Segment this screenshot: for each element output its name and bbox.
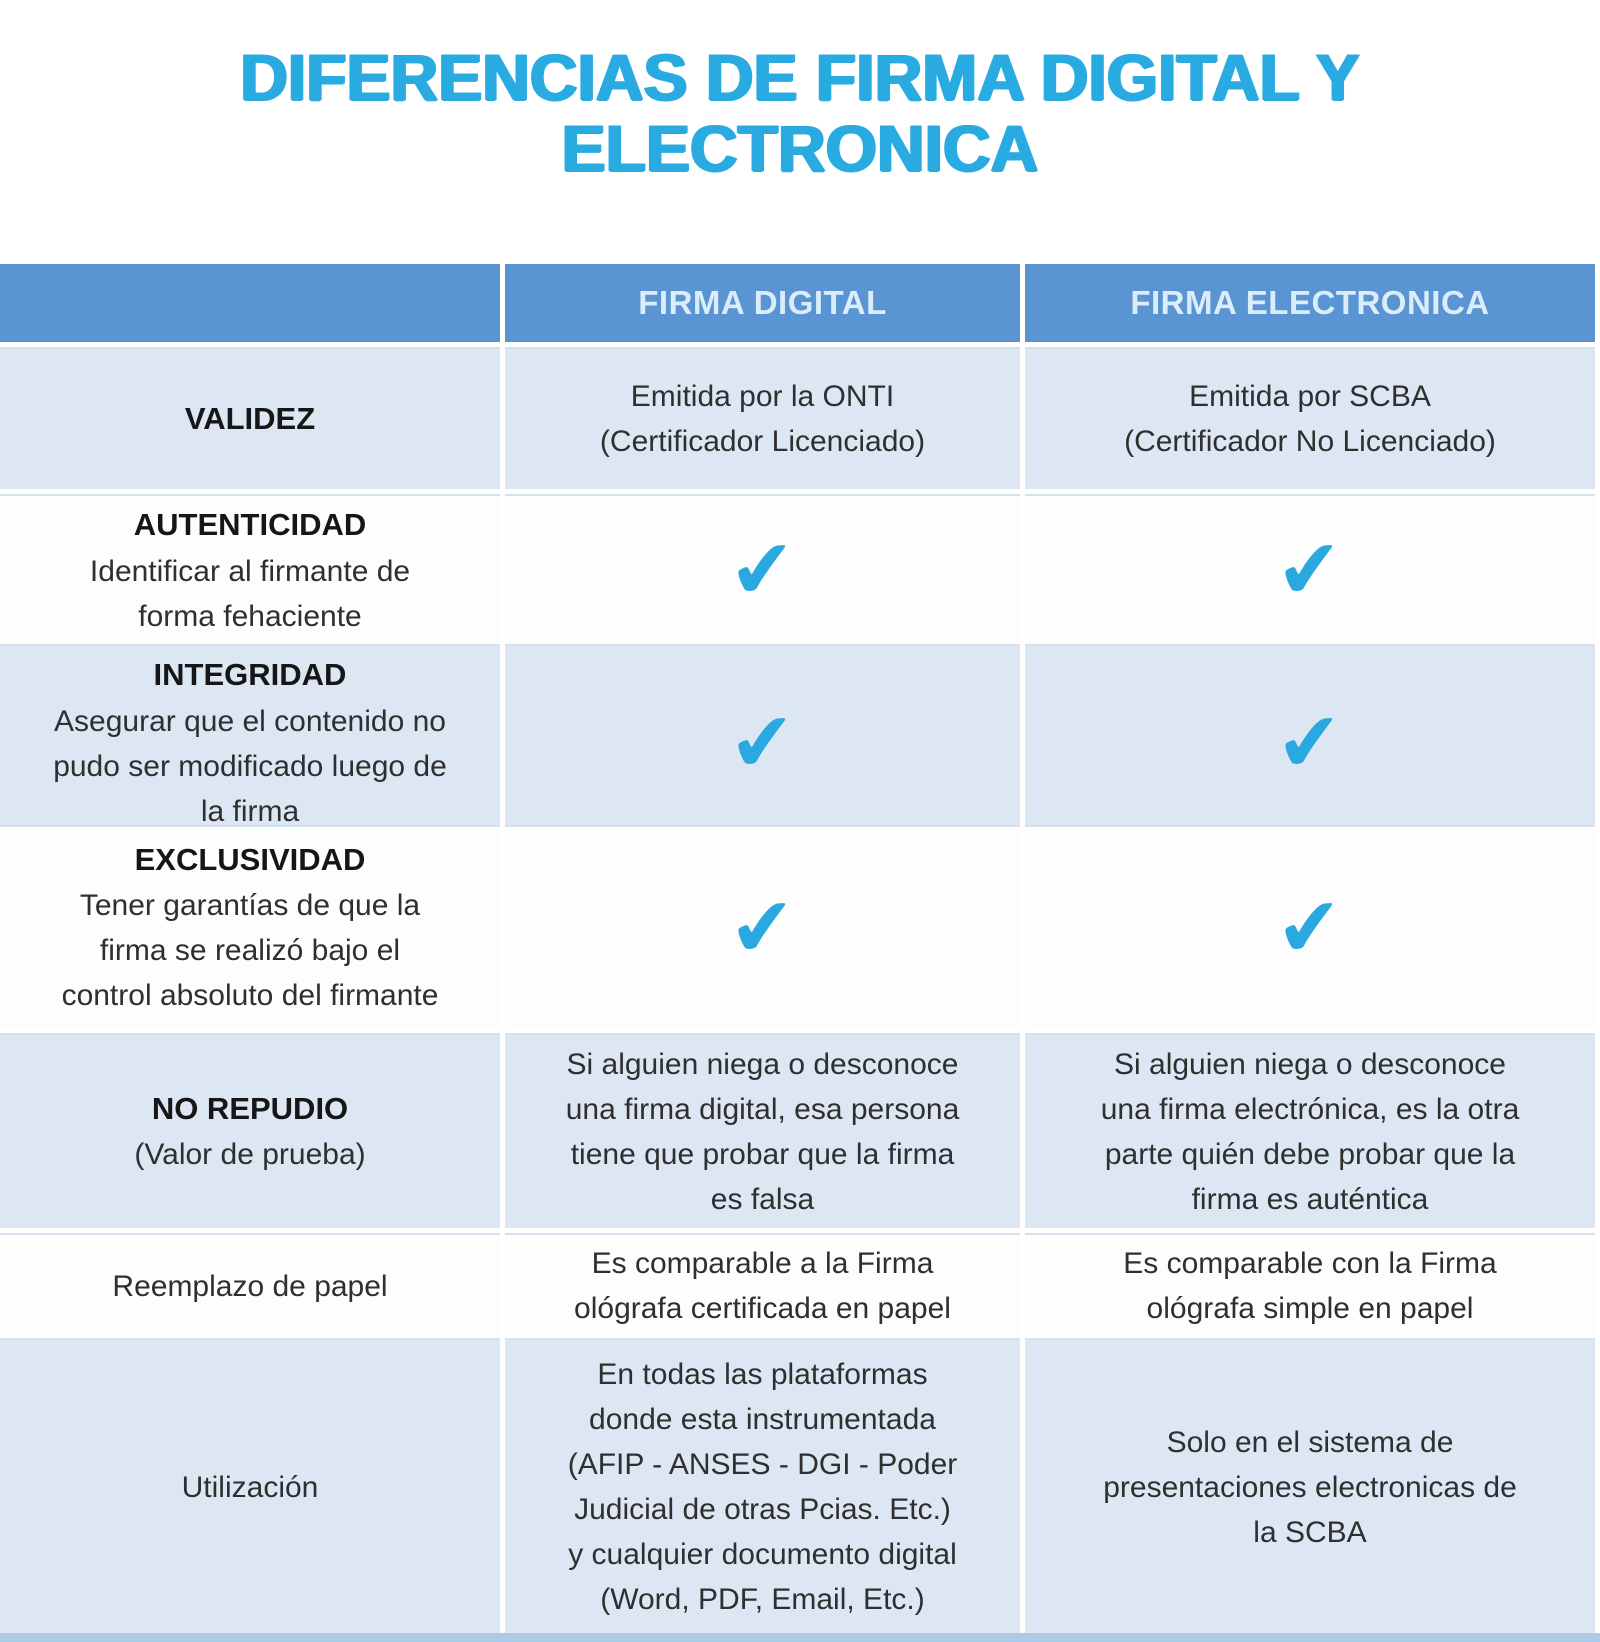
row-label-autenticidad: AUTENTICIDAD Identificar al firmante de …	[0, 494, 500, 645]
checkmark-icon: ✔	[725, 693, 800, 791]
comparison-table: FIRMA DIGITAL FIRMA ELECTRONICA VALIDEZ …	[0, 264, 1600, 1639]
table-row-exclusividad: EXCLUSIVIDAD Tener garantías de que la f…	[0, 825, 1600, 1028]
table-row-reemplazo-de-papel: Reemplazo de papel Es comparable a la Fi…	[0, 1233, 1600, 1337]
page-title: DIFERENCIAS DE FIRMA DIGITAL Y ELECTRONI…	[0, 40, 1600, 186]
row-label-title: VALIDEZ	[184, 400, 316, 436]
row-label-subtitle: Tener garantías de que la firma se reali…	[61, 889, 439, 1013]
table-row-autenticidad: AUTENTICIDAD Identificar al firmante de …	[0, 494, 1600, 645]
row-label-subtitle: Reemplazo de papel	[112, 1269, 388, 1303]
row-label-subtitle: Utilización	[181, 1470, 319, 1504]
row-label-reemplazo-de-papel: Reemplazo de papel	[0, 1233, 500, 1337]
header-cell-empty	[0, 264, 500, 342]
cell-integridad-electronica: ✔	[1025, 644, 1595, 840]
cell-validez-electronica: Emitida por SCBA (Certificador No Licenc…	[1025, 347, 1595, 489]
row-label-subtitle: Asegurar que el contenido no pudo ser mo…	[53, 704, 447, 828]
cell-integridad-digital: ✔	[505, 644, 1020, 840]
checkmark-icon: ✔	[725, 521, 800, 619]
checkmark-icon: ✔	[1273, 521, 1347, 619]
row-label-title: EXCLUSIVIDAD	[134, 841, 366, 877]
cell-reemplazo-electronica: Es comparable con la Firma ológrafa simp…	[1025, 1233, 1595, 1337]
table-row-validez: VALIDEZ Emitida por la ONTI (Certificado…	[0, 347, 1600, 489]
checkmark-icon: ✔	[725, 878, 800, 976]
header-cell-firma-electronica: FIRMA ELECTRONICA	[1025, 264, 1595, 342]
cell-autenticidad-electronica: ✔	[1025, 494, 1595, 645]
row-label-no-repudio: NO REPUDIO (Valor de prueba)	[0, 1033, 500, 1228]
cell-no-repudio-digital: Si alguien niega o desconoce una firma d…	[505, 1033, 1020, 1228]
row-label-title: AUTENTICIDAD	[133, 507, 367, 542]
row-label-subtitle: Identificar al firmante de forma fehacie…	[89, 554, 411, 633]
page-title-line-2: ELECTRONICA	[561, 111, 1039, 186]
row-label-title: INTEGRIDAD	[153, 657, 347, 692]
table-row-integridad: INTEGRIDAD Asegurar que el contenido no …	[0, 644, 1600, 840]
bottom-border-bar	[0, 1633, 1600, 1642]
infographic-page: DIFERENCIAS DE FIRMA DIGITAL Y ELECTRONI…	[0, 40, 1600, 1642]
row-label-integridad: INTEGRIDAD Asegurar que el contenido no …	[0, 644, 500, 840]
row-label-title: NO REPUDIO	[151, 1090, 349, 1126]
cell-validez-digital: Emitida por la ONTI (Certificador Licenc…	[505, 347, 1020, 489]
table-row-utilizacion: Utilización En todas las plataformas don…	[0, 1338, 1600, 1634]
checkmark-icon: ✔	[1273, 878, 1347, 976]
table-header-row: FIRMA DIGITAL FIRMA ELECTRONICA	[0, 264, 1600, 342]
cell-autenticidad-digital: ✔	[505, 494, 1020, 645]
row-label-validez: VALIDEZ	[0, 347, 500, 489]
cell-no-repudio-electronica: Si alguien niega o desconoce una firma e…	[1025, 1033, 1595, 1228]
row-label-exclusividad: EXCLUSIVIDAD Tener garantías de que la f…	[0, 825, 500, 1028]
cell-reemplazo-digital: Es comparable a la Firma ológrafa certif…	[505, 1233, 1020, 1337]
row-label-subtitle: (Valor de prueba)	[134, 1138, 366, 1172]
cell-utilizacion-digital: En todas las plataformas donde esta inst…	[505, 1338, 1020, 1634]
row-label-utilizacion: Utilización	[0, 1338, 500, 1634]
cell-utilizacion-electronica: Solo en el sistema de presentaciones ele…	[1025, 1338, 1595, 1634]
checkmark-icon: ✔	[1273, 693, 1347, 791]
page-title-line-1: DIFERENCIAS DE FIRMA DIGITAL Y	[240, 40, 1360, 114]
cell-exclusividad-digital: ✔	[505, 825, 1020, 1028]
header-cell-firma-digital: FIRMA DIGITAL	[505, 264, 1020, 342]
table-row-no-repudio: NO REPUDIO (Valor de prueba) Si alguien …	[0, 1033, 1600, 1228]
cell-exclusividad-electronica: ✔	[1025, 825, 1595, 1028]
